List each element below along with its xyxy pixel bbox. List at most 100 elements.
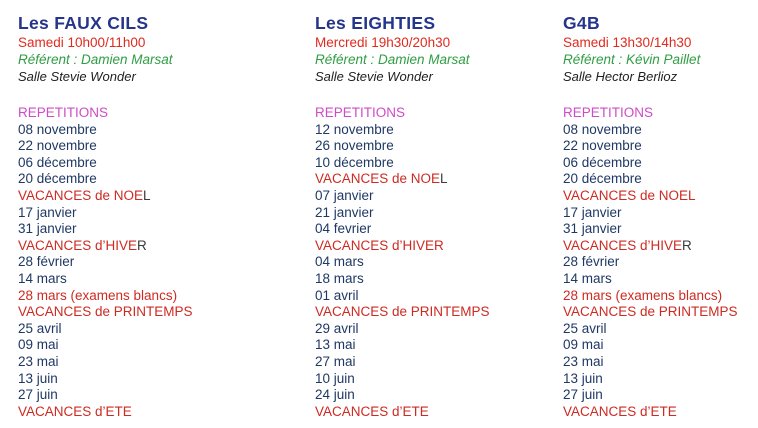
vacation-label: VACANCES d’ETE — [563, 404, 758, 421]
exam-date: 28 mars (examens blancs) — [563, 288, 758, 305]
rehearsal-date: 06 décembre — [563, 155, 758, 172]
rehearsal-date: 08 novembre — [18, 122, 268, 139]
rehearsal-date: 17 janvier — [563, 205, 758, 222]
rehearsal-date: 23 mai — [18, 354, 268, 371]
line-text: 17 janvier — [18, 204, 77, 220]
rehearsal-date: 14 mars — [563, 271, 758, 288]
rehearsal-date: 22 novembre — [563, 138, 758, 155]
group-room: Salle Stevie Wonder — [315, 69, 433, 84]
rehearsal-date: 09 mai — [18, 337, 268, 354]
line-text: VACANCES de PRINTEMPS — [18, 304, 193, 320]
line-text: 04 fevrier — [315, 221, 372, 237]
rehearsal-date: 22 novembre — [18, 138, 268, 155]
group-referent: Référent : Damien Marsat — [315, 52, 470, 67]
line-text: 13 juin — [563, 370, 603, 386]
line-text: VACANCES de NOE — [315, 171, 441, 187]
line-text-black-tail: L — [440, 171, 448, 187]
line-text: 22 novembre — [563, 138, 642, 154]
line-text: 01 avril — [315, 287, 359, 303]
rehearsal-date: 13 mai — [315, 337, 565, 354]
rehearsal-list: 08 novembre 22 novembre 06 décembre 20 déce… — [18, 122, 268, 421]
line-text: 27 juin — [18, 387, 58, 403]
rehearsal-date: 28 février — [18, 254, 268, 271]
rehearsal-date: 10 juin — [315, 371, 565, 388]
line-text: 06 décembre — [18, 154, 97, 170]
vacation-label: VACANCES d’HIVER — [18, 238, 268, 255]
line-text: 23 mai — [18, 353, 59, 369]
rehearsal-date: 13 juin — [563, 371, 758, 388]
rehearsal-date: 26 novembre — [315, 138, 565, 155]
vacation-label: VACANCES d’ETE — [18, 404, 268, 421]
rehearsal-date: 24 juin — [315, 387, 565, 404]
rehearsal-date: 27 mai — [315, 354, 565, 371]
line-text: 31 janvier — [18, 221, 77, 237]
vacation-label: VACANCES d’HIVER — [315, 238, 565, 255]
rehearsal-date: 12 novembre — [315, 122, 565, 139]
line-text: 28 février — [563, 254, 620, 270]
group-title: G4B — [563, 13, 600, 33]
line-text: VACANCES de PRINTEMPS — [315, 304, 490, 320]
line-text: VACANCES d’HIVER — [315, 237, 444, 253]
rehearsal-list: 12 novembre 26 novembre 10 décembre VACANCE… — [315, 122, 565, 421]
line-text-black-tail: R — [682, 237, 692, 253]
rehearsal-date: 01 avril — [315, 288, 565, 305]
line-text: 29 avril — [315, 320, 359, 336]
vacation-label: VACANCES d’HIVER — [563, 238, 758, 255]
rehearsal-date: 06 décembre — [18, 155, 268, 172]
line-text: VACANCES d’ETE — [18, 403, 132, 419]
group-schedule: Mercredi 19h30/20h30 — [315, 35, 451, 50]
rehearsal-date: 10 décembre — [315, 155, 565, 172]
line-text-black-tail: L — [143, 187, 151, 203]
line-text: VACANCES d’ETE — [563, 403, 677, 419]
rehearsal-date: 27 juin — [18, 387, 268, 404]
rehearsal-date: 04 mars — [315, 254, 565, 271]
line-text: 18 mars — [315, 270, 364, 286]
line-text: 24 juin — [315, 387, 355, 403]
group-room: Salle Hector Berlioz — [563, 69, 678, 84]
line-text: 28 février — [18, 254, 75, 270]
line-text: 14 mars — [563, 270, 612, 286]
line-text: 14 mars — [18, 270, 67, 286]
group-referent: Référent : Damien Marsat — [18, 52, 173, 67]
line-text: VACANCES d’HIVE — [18, 237, 138, 253]
rehearsal-date: 31 janvier — [18, 221, 268, 238]
vacation-label: VACANCES d’ETE — [315, 404, 565, 421]
line-text: 17 janvier — [563, 204, 622, 220]
rehearsal-list: 08 novembre 22 novembre 06 décembre 20 déce… — [563, 122, 758, 421]
group-title: Les FAUX CILS — [18, 13, 149, 33]
line-text: 12 novembre — [315, 121, 394, 137]
vacation-label: VACANCES de PRINTEMPS — [315, 304, 565, 321]
rehearsal-date: 04 fevrier — [315, 221, 565, 238]
rehearsal-date: 21 janvier — [315, 205, 565, 222]
rehearsal-date: 14 mars — [18, 271, 268, 288]
line-text: 28 mars (examens blancs) — [563, 287, 723, 303]
rehearsals-section-label: REPETITIONS — [563, 105, 654, 120]
line-text: 07 janvier — [315, 187, 374, 203]
line-text: 08 novembre — [18, 121, 97, 137]
rehearsal-date: 20 décembre — [18, 171, 268, 188]
line-text: 26 novembre — [315, 138, 394, 154]
rehearsal-date: 29 avril — [315, 321, 565, 338]
line-text: 10 décembre — [315, 154, 394, 170]
group-schedule: Samedi 10h00/11h00 — [18, 35, 146, 50]
rehearsals-section-label: REPETITIONS — [18, 105, 109, 120]
group-title: Les EIGHTIES — [315, 13, 436, 33]
rehearsal-date: 28 février — [563, 254, 758, 271]
line-text: 06 décembre — [563, 154, 642, 170]
group-column-les-faux-cils: Les FAUX CILS Samedi 10h00/11h00 Référen… — [18, 12, 268, 420]
exam-date: 28 mars (examens blancs) — [18, 288, 268, 305]
vacation-label: VACANCES de PRINTEMPS — [18, 304, 268, 321]
line-text: 10 juin — [315, 370, 355, 386]
rehearsal-date: 20 décembre — [563, 171, 758, 188]
line-text: 25 avril — [563, 320, 607, 336]
line-text-black-tail: R — [137, 237, 147, 253]
line-text: 27 mai — [315, 353, 356, 369]
rehearsal-date: 27 juin — [563, 387, 758, 404]
line-text: 28 mars (examens blancs) — [18, 287, 178, 303]
line-text: VACANCES d’ETE — [315, 403, 429, 419]
rehearsal-date: 25 avril — [18, 321, 268, 338]
vacation-label: VACANCES de NOEL — [315, 171, 565, 188]
line-text: 25 avril — [18, 320, 62, 336]
line-text: 08 novembre — [563, 121, 642, 137]
